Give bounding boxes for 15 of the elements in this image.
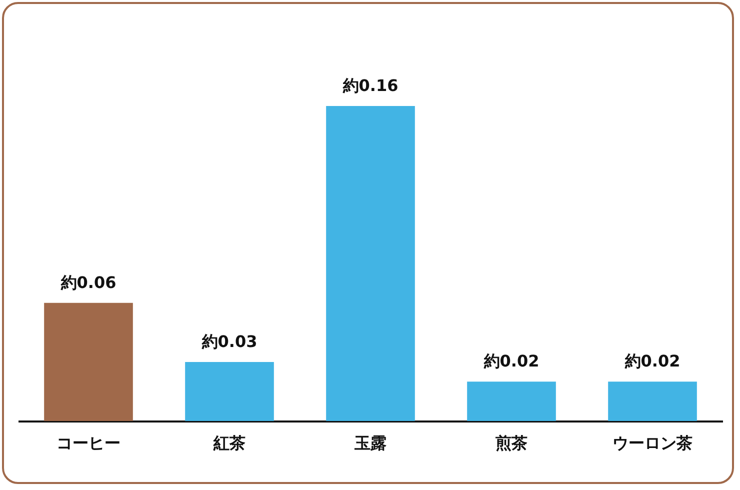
data-label: 約0.02 xyxy=(624,352,680,371)
data-label: 約0.16 xyxy=(342,76,398,95)
x-tick-label: 玉露 xyxy=(354,434,386,452)
x-tick-label: ウーロン茶 xyxy=(612,434,692,452)
bar xyxy=(185,362,274,421)
bar xyxy=(608,382,697,421)
x-tick-label: 煎茶 xyxy=(494,434,528,452)
bar xyxy=(44,302,133,421)
data-label: 約0.06 xyxy=(60,272,116,292)
data-label: 約0.02 xyxy=(482,352,540,371)
x-tick-label: コーヒー xyxy=(56,434,120,452)
data-label: 約0.03 xyxy=(200,332,258,351)
x-tick-label: 紅茶 xyxy=(212,434,246,452)
bar xyxy=(326,106,415,421)
bar xyxy=(467,382,556,421)
